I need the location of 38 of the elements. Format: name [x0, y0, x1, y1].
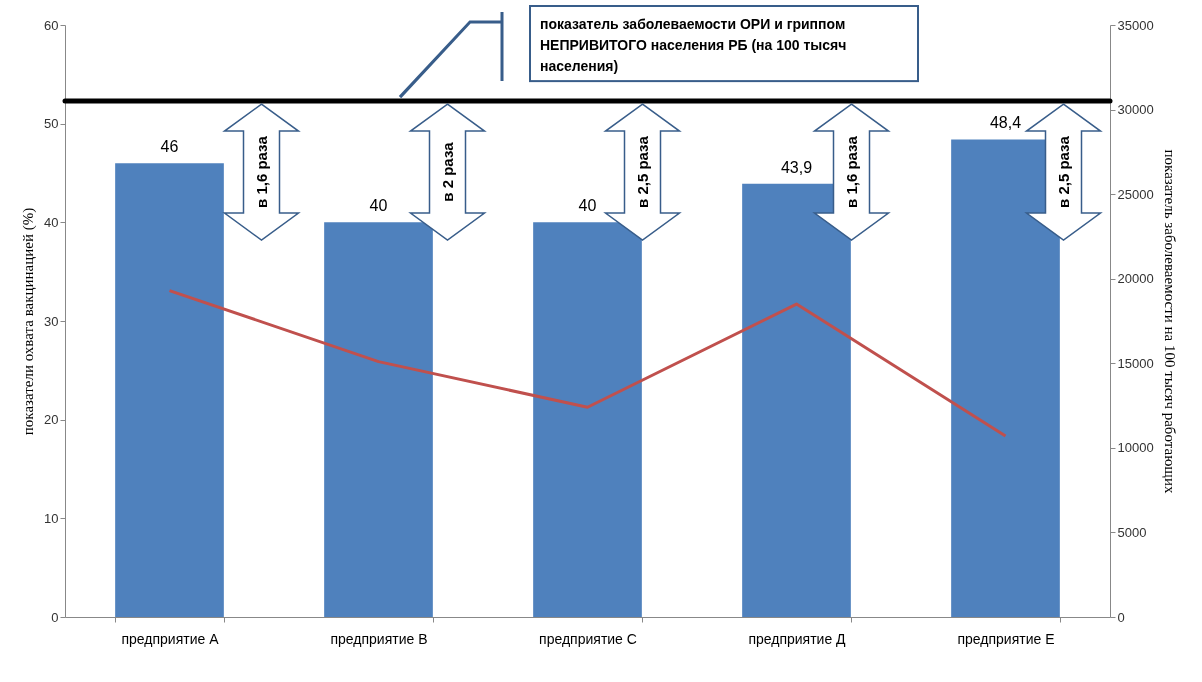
x-tick-label: предприятие Е — [957, 630, 1055, 647]
line-series — [168, 289, 1007, 438]
bar — [533, 222, 642, 617]
annotation: в 2,5 раза — [1055, 135, 1072, 208]
bar — [951, 139, 1060, 617]
y2-axis-title: показатель заболеваемости на 100 тысяч работающих — [1161, 149, 1178, 494]
y-tick-label: 30 — [44, 313, 59, 329]
y-tick-label: 0 — [51, 609, 59, 625]
y-tick-label: 50 — [44, 116, 59, 132]
x-tick-label: предприятие Д — [748, 630, 847, 647]
bar — [324, 222, 433, 617]
data-label: 40 — [578, 197, 597, 215]
annotation: в 1,6 раза — [253, 135, 270, 208]
ref-line-label: показатель заболеваемости ОРИ и гриппом НЕПРИВИТОГО населения РБ (на 100 тысяч населения) — [530, 6, 918, 82]
y-tick-label: 40 — [44, 214, 59, 230]
annotation: в 2,5 раза — [634, 135, 651, 208]
y-tick-label: 10 — [44, 510, 59, 526]
data-label: 48,4 — [989, 114, 1022, 132]
x-tick-label: предприятие В — [330, 630, 428, 647]
y2-tick-label: 25000 — [1117, 186, 1154, 202]
annotation: в 2 раза — [439, 141, 456, 202]
y-tick-label: 20 — [44, 412, 59, 428]
y2-tick-label: 5000 — [1117, 524, 1147, 540]
y2-tick-label: 20000 — [1117, 271, 1154, 287]
bar — [115, 163, 224, 617]
data-label: 46 — [160, 138, 179, 156]
y2-tick-label: 15000 — [1117, 355, 1154, 371]
x-tick-label: предприятие С — [539, 630, 637, 647]
data-label: 40 — [369, 197, 388, 215]
y-tick-label: 60 — [44, 17, 59, 33]
y-axis-title: показатели охвата вакцинацией (%) — [20, 207, 38, 436]
annotation: в 1,6 раза — [843, 135, 860, 208]
x-tick-label: предприятие А — [121, 630, 220, 647]
y2-tick-label: 35000 — [1117, 17, 1154, 33]
y2-tick-label: 30000 — [1117, 102, 1154, 118]
y2-tick-label: 10000 — [1117, 440, 1154, 456]
data-label: 43,9 — [780, 158, 813, 176]
y2-tick-label: 0 — [1117, 609, 1125, 625]
